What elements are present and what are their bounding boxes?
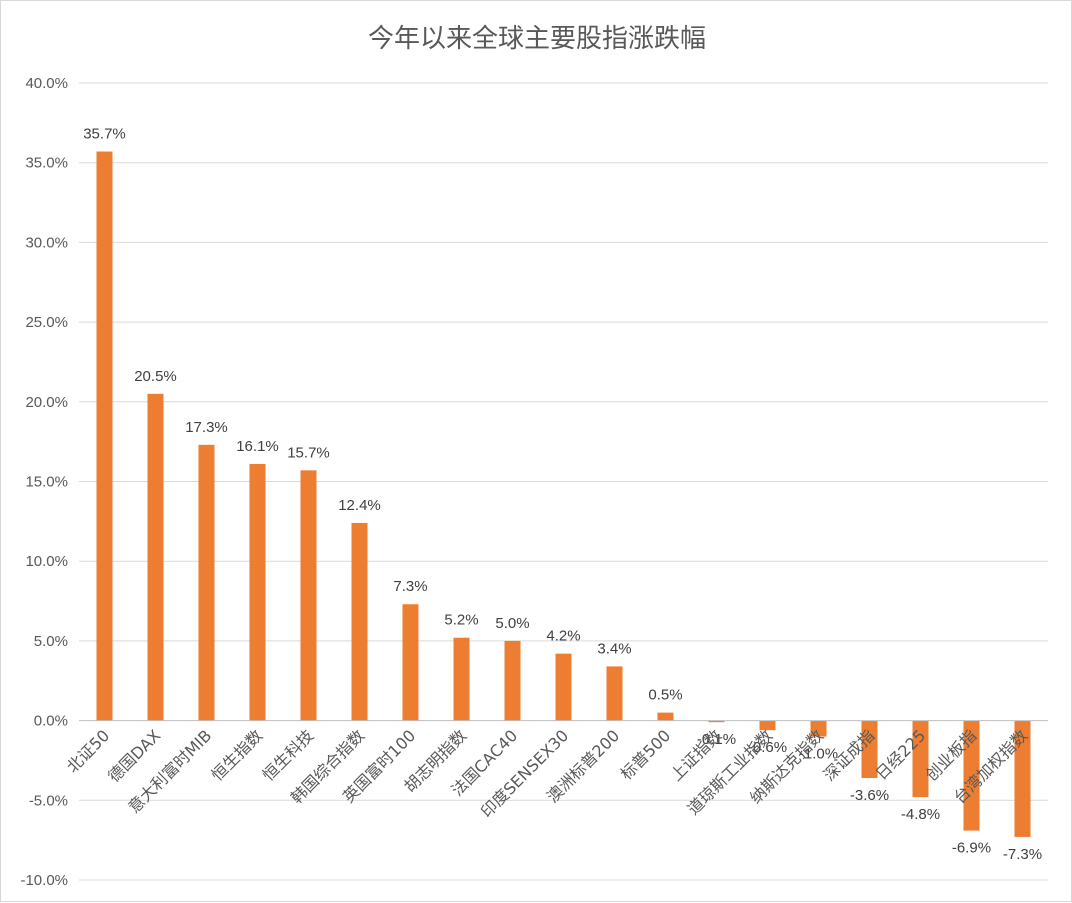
- gridlines: [79, 82, 1048, 881]
- bar: [912, 720, 929, 798]
- bar: [555, 653, 572, 721]
- data-label: -1.0%: [799, 746, 838, 763]
- x-tick-label: 印度SENSEX30: [477, 726, 572, 821]
- y-tick-label: 35.0%: [25, 155, 68, 172]
- y-tick-label: 15.0%: [25, 474, 68, 491]
- data-label: 17.3%: [185, 419, 228, 436]
- data-label: -6.9%: [952, 840, 991, 857]
- bars: [96, 151, 1031, 837]
- data-label: 20.5%: [134, 368, 177, 385]
- bar: [147, 393, 164, 721]
- bar: [96, 151, 113, 721]
- y-tick-label: -5.0%: [29, 792, 68, 809]
- data-label: 35.7%: [83, 126, 126, 143]
- bar: [453, 637, 470, 721]
- y-tick-label: 25.0%: [25, 314, 68, 331]
- data-label: 4.2%: [546, 628, 580, 645]
- bar: [606, 666, 623, 721]
- x-axis-ticks: 北证50德国DAX意大利富时MIB恒生指数恒生科技韩国综合指数英国富时100胡志…: [63, 726, 1031, 821]
- data-label: 7.3%: [393, 578, 427, 595]
- bar: [351, 522, 368, 721]
- bar: [810, 720, 827, 737]
- data-label: 16.1%: [236, 438, 279, 455]
- bar: [963, 720, 980, 831]
- y-tick-label: 0.0%: [34, 713, 68, 730]
- data-label: 15.7%: [287, 444, 330, 461]
- data-label: -4.8%: [901, 806, 940, 823]
- x-tick-label: 北证50: [63, 726, 113, 776]
- data-labels: 35.7% 20.5% 17.3% 16.1% 15.7% 12.4% 7.3% 5.2% 5.…: [83, 126, 1042, 863]
- bar: [249, 463, 266, 721]
- chart-title: 今年以来全球主要股指涨跌幅: [368, 24, 706, 54]
- y-tick-label: 5.0%: [34, 633, 68, 650]
- data-label: -7.3%: [1003, 846, 1042, 863]
- y-tick-label: 20.0%: [25, 394, 68, 411]
- y-tick-label: 10.0%: [25, 553, 68, 570]
- data-label: -0.1%: [697, 731, 736, 748]
- bar: [300, 470, 317, 721]
- data-label: 5.0%: [495, 615, 529, 632]
- data-label: 0.5%: [648, 687, 682, 704]
- x-tick-label: 标普500: [617, 726, 675, 784]
- bar: [657, 712, 674, 721]
- data-label: -3.6%: [850, 787, 889, 804]
- y-axis-ticks: -10.0% -5.0% 0.0% 5.0% 10.0% 15.0% 20.0% 25.0% 3…: [20, 75, 68, 889]
- data-label: -0.6%: [748, 739, 787, 756]
- data-label: 12.4%: [338, 497, 381, 514]
- data-label: 5.2%: [444, 612, 478, 629]
- bar: [1014, 720, 1031, 837]
- bar: [708, 720, 725, 723]
- bar: [759, 720, 776, 731]
- bar: [198, 444, 215, 721]
- bar: [504, 640, 521, 721]
- bar: [861, 720, 878, 778]
- bar: [402, 604, 419, 721]
- y-tick-label: 40.0%: [25, 75, 68, 92]
- data-label: 3.4%: [597, 640, 631, 657]
- x-tick-label: 恒生指数: [208, 726, 267, 785]
- y-tick-label: -10.0%: [20, 872, 68, 889]
- y-tick-label: 30.0%: [25, 234, 68, 251]
